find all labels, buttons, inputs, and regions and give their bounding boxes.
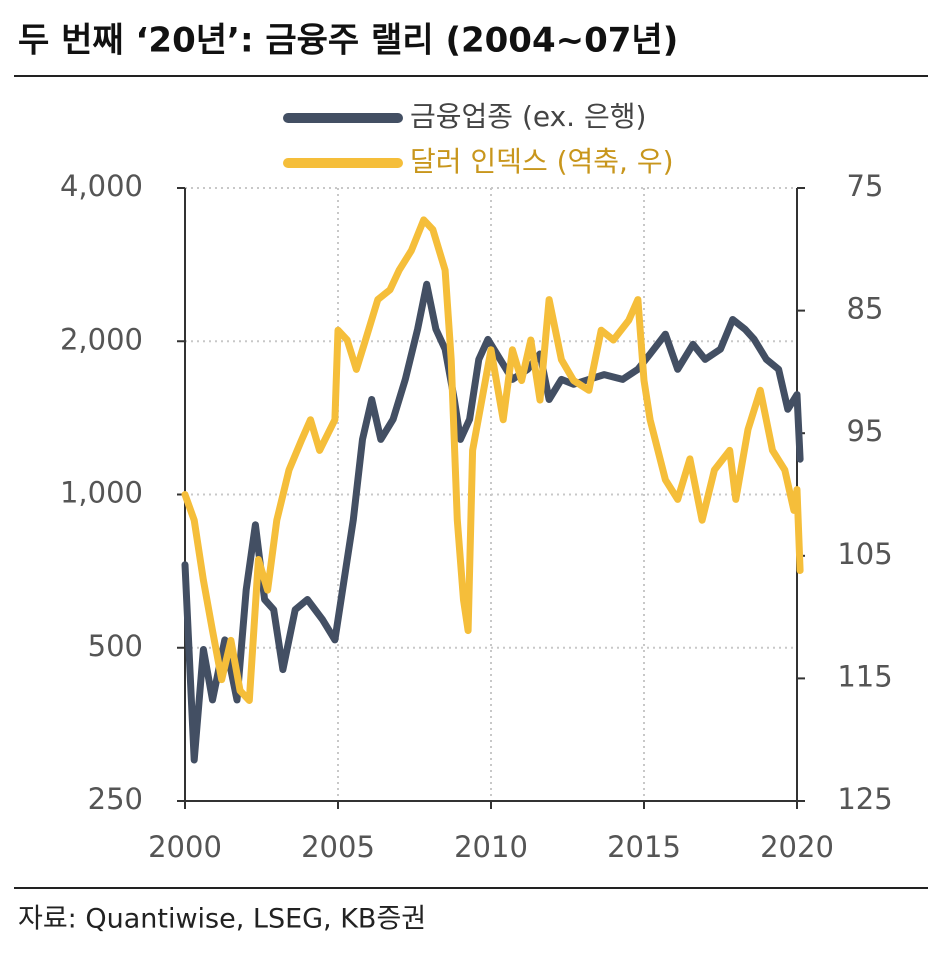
y2-tick-label: 115 bbox=[837, 659, 892, 693]
x-tick-label: 2010 bbox=[454, 830, 528, 864]
y-tick-label: 1,000 bbox=[60, 476, 143, 510]
x-tick-label: 2005 bbox=[301, 830, 375, 864]
y-tick-label: 2,000 bbox=[60, 322, 143, 356]
y2-tick-label: 85 bbox=[847, 292, 884, 326]
chart-title: 두 번째 ‘20년’: 금융주 랠리 (2004~07년) bbox=[18, 21, 678, 61]
y2-tick-label: 75 bbox=[847, 169, 884, 203]
y2-tick-label: 105 bbox=[837, 537, 892, 571]
y2-tick-label: 95 bbox=[847, 414, 884, 448]
x-tick-label: 2000 bbox=[148, 830, 222, 864]
legend-label: 금융업종 (ex. 은행) bbox=[410, 100, 646, 133]
series-line bbox=[181, 280, 804, 764]
y-tick-label: 500 bbox=[88, 629, 143, 663]
y-tick-label: 4,000 bbox=[60, 169, 143, 203]
y2-tick-label: 125 bbox=[837, 782, 892, 816]
series-line bbox=[181, 216, 804, 704]
source: 자료: Quantiwise, LSEG, KB증권 bbox=[18, 904, 426, 935]
legend-label: 달러 인덱스 (역축, 우) bbox=[410, 145, 674, 178]
x-tick-label: 2015 bbox=[607, 830, 681, 864]
y-tick-label: 250 bbox=[88, 782, 143, 816]
x-tick-label: 2020 bbox=[760, 830, 834, 864]
